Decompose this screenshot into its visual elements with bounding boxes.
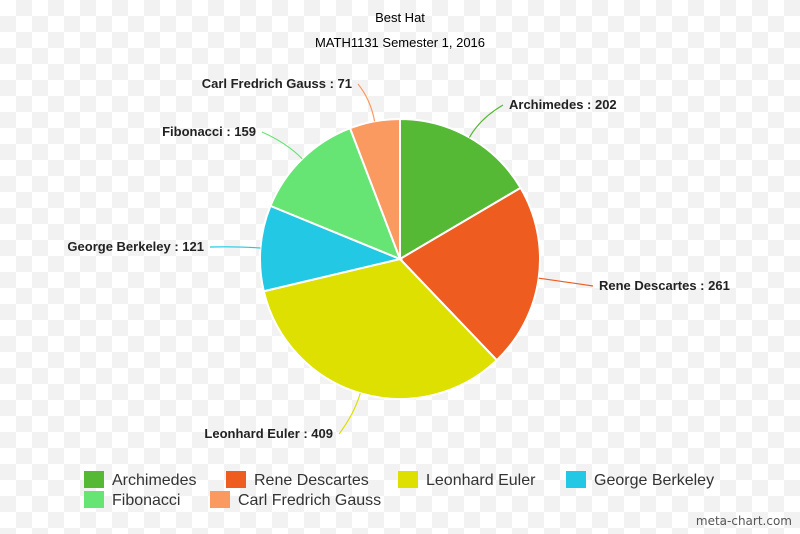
data-label-archimedes: Archimedes : 202 xyxy=(509,97,617,112)
legend-swatch-carl-fredrich-gauss xyxy=(210,491,230,508)
legend-item-archimedes[interactable]: Archimedes xyxy=(84,471,196,489)
legend-label-carl-fredrich-gauss: Carl Fredrich Gauss xyxy=(238,492,381,509)
data-label-george-berkeley: George Berkeley : 121 xyxy=(67,239,204,254)
chart-subtitle: MATH1131 Semester 1, 2016 xyxy=(315,35,485,50)
legend-swatch-george-berkeley xyxy=(566,471,586,488)
callout-line-rene-descartes xyxy=(538,277,594,287)
legend-item-rene-descartes[interactable]: Rene Descartes xyxy=(226,471,369,489)
legend-item-fibonacci[interactable]: Fibonacci xyxy=(84,491,180,509)
callout-line-george-berkeley xyxy=(209,246,261,249)
data-label-carl-fredrich-gauss: Carl Fredrich Gauss : 71 xyxy=(202,76,352,91)
chart-title: Best Hat xyxy=(375,10,425,25)
callout-line-fibonacci xyxy=(261,131,303,160)
watermark: meta-chart.com xyxy=(695,514,792,528)
legend-label-rene-descartes: Rene Descartes xyxy=(254,472,369,489)
legend-swatch-rene-descartes xyxy=(226,471,246,488)
legend-item-carl-fredrich-gauss[interactable]: Carl Fredrich Gauss xyxy=(210,491,381,509)
callout-line-archimedes xyxy=(468,104,504,138)
data-label-fibonacci: Fibonacci : 159 xyxy=(162,124,256,139)
data-label-leonhard-euler: Leonhard Euler : 409 xyxy=(204,426,333,441)
legend: Archimedes Rene Descartes Leonhard Euler Ge… xyxy=(84,471,714,509)
legend-label-george-berkeley: George Berkeley xyxy=(594,472,714,489)
pie-callouts: Archimedes : 202 Rene Descartes : 261 Leon… xyxy=(67,76,729,441)
legend-label-archimedes: Archimedes xyxy=(112,472,196,489)
callout-line-leonhard-euler xyxy=(338,393,361,435)
legend-swatch-leonhard-euler xyxy=(398,471,418,488)
pie-slice-george-berkeley xyxy=(259,204,404,293)
legend-item-george-berkeley[interactable]: George Berkeley xyxy=(566,471,714,489)
callout-line-carl-fredrich-gauss xyxy=(357,83,376,122)
legend-swatch-archimedes xyxy=(84,471,104,488)
legend-swatch-fibonacci xyxy=(84,491,104,508)
pie-slice-fibonacci xyxy=(269,126,402,261)
pie-slice-carl-fredrich-gauss xyxy=(348,117,401,260)
legend-item-leonhard-euler[interactable]: Leonhard Euler xyxy=(398,471,536,489)
data-label-rene-descartes: Rene Descartes : 261 xyxy=(599,278,730,293)
pie-slice-rene-descartes xyxy=(398,186,541,362)
pie-slices xyxy=(259,117,541,400)
legend-label-leonhard-euler: Leonhard Euler xyxy=(426,472,536,489)
legend-label-fibonacci: Fibonacci xyxy=(112,492,180,509)
pie-slice-archimedes xyxy=(399,117,522,261)
